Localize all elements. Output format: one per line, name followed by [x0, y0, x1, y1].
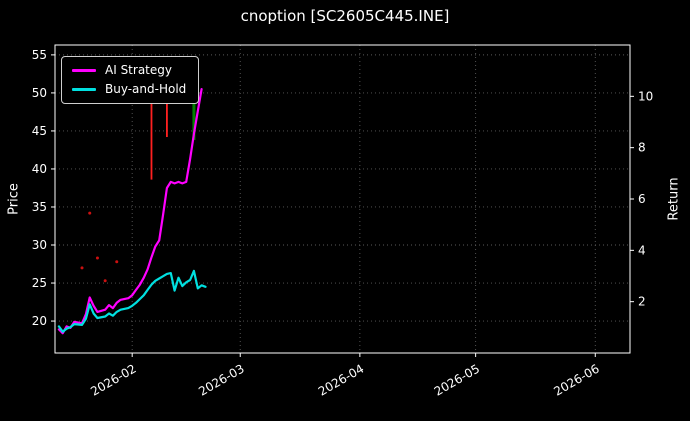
y-right-tick-label: 2 — [638, 295, 646, 309]
legend-item-label: Buy-and-Hold — [105, 82, 187, 96]
y-left-tick-label: 50 — [32, 86, 47, 100]
y-left-tick-label: 25 — [32, 276, 47, 290]
legend-line-swatch — [72, 87, 96, 91]
y-left-tick-label: 40 — [32, 162, 47, 176]
y-right-tick-label: 6 — [638, 192, 646, 206]
y-left-tick-label: 20 — [32, 314, 47, 328]
y-right-tick-label: 10 — [638, 89, 653, 103]
y-left-tick-label: 30 — [32, 238, 47, 252]
legend-item: Buy-and-Hold — [72, 83, 186, 95]
x-tick-label: 2026-03 — [196, 361, 246, 398]
x-tick-label: 2026-06 — [551, 361, 601, 398]
y-right-tick-label: 8 — [638, 141, 646, 155]
legend-item-label: AI Strategy — [105, 63, 172, 77]
y-left-tick-label: 55 — [32, 48, 47, 62]
x-tick-label: 2026-04 — [316, 361, 366, 398]
signal-dot — [115, 260, 119, 264]
signal-dot — [95, 256, 99, 260]
x-tick-label: 2026-02 — [88, 361, 138, 398]
y-left-tick-label: 45 — [32, 124, 47, 138]
legend-line-swatch — [72, 68, 96, 72]
legend: AI Strategy Buy-and-Hold — [61, 56, 200, 104]
y-right-tick-label: 4 — [638, 243, 646, 257]
y-left-tick-label: 35 — [32, 200, 47, 214]
x-tick-label: 2026-05 — [432, 361, 482, 398]
chart-title: cnoption [SC2605C445.INE] — [240, 7, 450, 25]
series-line-buy-and-hold — [57, 269, 207, 333]
signal-dot — [88, 211, 92, 215]
series-line-ai-strategy — [57, 87, 203, 335]
legend-item: AI Strategy — [72, 64, 186, 76]
signal-dot — [103, 279, 107, 283]
signal-dot — [80, 266, 84, 270]
